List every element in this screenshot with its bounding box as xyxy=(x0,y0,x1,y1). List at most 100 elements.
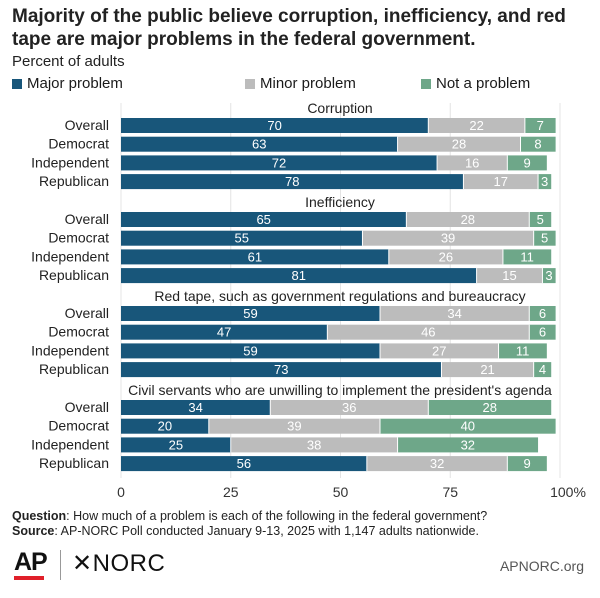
bar-minor-2-3 xyxy=(441,362,534,378)
legend: Major problem Minor problem Not a proble… xyxy=(12,75,592,95)
row-label-2-1: Democrat xyxy=(48,324,109,340)
data-label-major-3-0: 34 xyxy=(188,400,202,415)
data-label-not-3-3: 9 xyxy=(523,456,530,471)
source-label: Source xyxy=(12,524,55,538)
bar-minor-2-1 xyxy=(327,324,530,340)
x-tick-label-4: 100% xyxy=(550,484,586,500)
group-title-1: Inefficiency xyxy=(305,194,375,210)
data-label-minor-3-2: 38 xyxy=(307,437,321,452)
bar-major-1-2 xyxy=(121,249,389,265)
bar-not-1-1 xyxy=(533,230,556,246)
data-label-not-0-0: 7 xyxy=(537,118,544,133)
data-label-minor-2-1: 46 xyxy=(421,325,435,340)
bar-minor-3-0 xyxy=(270,400,429,415)
bar-not-1-0 xyxy=(529,212,552,227)
data-label-major-2-2: 59 xyxy=(243,343,257,358)
legend-item-major: Major problem xyxy=(12,75,123,92)
data-label-not-0-1: 8 xyxy=(534,137,541,152)
data-label-major-2-1: 47 xyxy=(217,325,231,340)
legend-label-not: Not a problem xyxy=(436,75,531,92)
bar-major-3-0 xyxy=(121,400,271,415)
bar-not-1-3 xyxy=(542,268,556,284)
data-label-minor-1-1: 39 xyxy=(441,231,455,246)
bar-minor-0-2 xyxy=(437,155,508,171)
group-title-3: Civil servants who are unwilling to impl… xyxy=(128,382,552,398)
bar-not-2-0 xyxy=(529,306,556,321)
x-tick-label-3: 75 xyxy=(442,484,458,500)
bar-minor-3-3 xyxy=(366,456,508,472)
question-text: : How much of a problem is each of the f… xyxy=(66,509,488,523)
data-label-minor-1-2: 26 xyxy=(439,249,453,264)
data-label-not-3-2: 32 xyxy=(461,437,475,452)
question-label: Question xyxy=(12,509,67,523)
legend-swatch-not xyxy=(421,78,431,89)
data-label-minor-0-2: 16 xyxy=(465,155,479,170)
row-label-3-0: Overall xyxy=(65,399,109,415)
data-label-minor-3-1: 39 xyxy=(287,419,301,434)
data-label-not-3-0: 28 xyxy=(483,400,497,415)
data-label-major-0-2: 72 xyxy=(272,155,286,170)
bar-not-0-2 xyxy=(507,155,547,171)
bar-minor-0-3 xyxy=(463,174,539,190)
bar-major-0-2 xyxy=(121,155,438,171)
bar-not-1-2 xyxy=(502,249,552,265)
data-label-not-3-1: 40 xyxy=(461,419,475,434)
legend-swatch-minor xyxy=(245,78,255,89)
bar-major-0-0 xyxy=(121,118,429,133)
row-label-2-3: Republican xyxy=(39,361,109,377)
x-tick-label-2: 50 xyxy=(333,484,349,500)
data-label-not-0-3: 3 xyxy=(541,174,548,189)
bar-minor-2-2 xyxy=(380,343,499,359)
source-text: : AP-NORC Poll conducted January 9-13, 2… xyxy=(54,524,479,538)
bar-minor-0-0 xyxy=(428,118,525,133)
row-label-3-2: Independent xyxy=(31,436,109,452)
data-label-not-2-3: 4 xyxy=(539,362,546,377)
data-label-minor-1-3: 15 xyxy=(502,268,516,283)
data-label-major-3-2: 25 xyxy=(169,437,183,452)
data-label-minor-0-3: 17 xyxy=(494,174,508,189)
bar-not-0-0 xyxy=(524,118,556,133)
bar-major-3-2 xyxy=(121,437,231,453)
bar-major-2-2 xyxy=(121,343,381,359)
legend-item-minor: Minor problem xyxy=(245,75,356,92)
data-label-not-1-1: 5 xyxy=(541,231,548,246)
row-label-1-2: Independent xyxy=(31,248,109,264)
norc-logo: ✕NORC xyxy=(72,550,166,577)
data-label-minor-3-3: 32 xyxy=(430,456,444,471)
source-line: Source: AP-NORC Poll conducted January 9… xyxy=(12,524,592,539)
row-label-1-1: Democrat xyxy=(48,230,109,246)
x-tick-label-0: 0 xyxy=(117,484,125,500)
row-label-3-1: Democrat xyxy=(48,418,109,434)
bar-not-0-3 xyxy=(538,174,552,190)
branding-row: AP ✕NORC APNORC.org xyxy=(12,548,592,588)
data-label-major-0-3: 78 xyxy=(285,174,299,189)
bar-major-2-3 xyxy=(121,362,442,378)
bar-not-3-3 xyxy=(507,456,547,472)
group-title-2: Red tape, such as government regulations… xyxy=(154,288,525,304)
bar-not-0-1 xyxy=(520,136,556,152)
data-label-not-1-0: 5 xyxy=(537,212,544,227)
bar-minor-1-2 xyxy=(388,249,503,265)
bar-major-2-0 xyxy=(121,306,381,321)
row-label-1-0: Overall xyxy=(65,211,109,227)
bar-minor-3-2 xyxy=(230,437,398,453)
bar-minor-1-3 xyxy=(476,268,543,284)
data-label-minor-0-0: 22 xyxy=(469,118,483,133)
data-label-major-1-3: 81 xyxy=(292,268,306,283)
bar-not-2-1 xyxy=(529,324,556,340)
data-label-minor-1-0: 28 xyxy=(461,212,475,227)
bar-major-1-0 xyxy=(121,212,407,227)
row-label-3-3: Republican xyxy=(39,455,109,471)
site-url: APNORC.org xyxy=(499,558,584,574)
legend-swatch-major xyxy=(12,78,22,89)
bar-not-3-0 xyxy=(428,400,552,415)
bar-major-3-3 xyxy=(121,456,367,472)
data-label-minor-2-0: 34 xyxy=(447,306,461,321)
row-label-0-2: Independent xyxy=(31,154,109,170)
bar-major-0-1 xyxy=(121,136,398,152)
data-label-not-1-2: 11 xyxy=(520,249,534,264)
bar-not-2-2 xyxy=(498,343,547,359)
data-label-not-2-1: 6 xyxy=(539,325,546,340)
bar-major-1-1 xyxy=(121,230,363,246)
bar-major-0-3 xyxy=(121,174,464,190)
